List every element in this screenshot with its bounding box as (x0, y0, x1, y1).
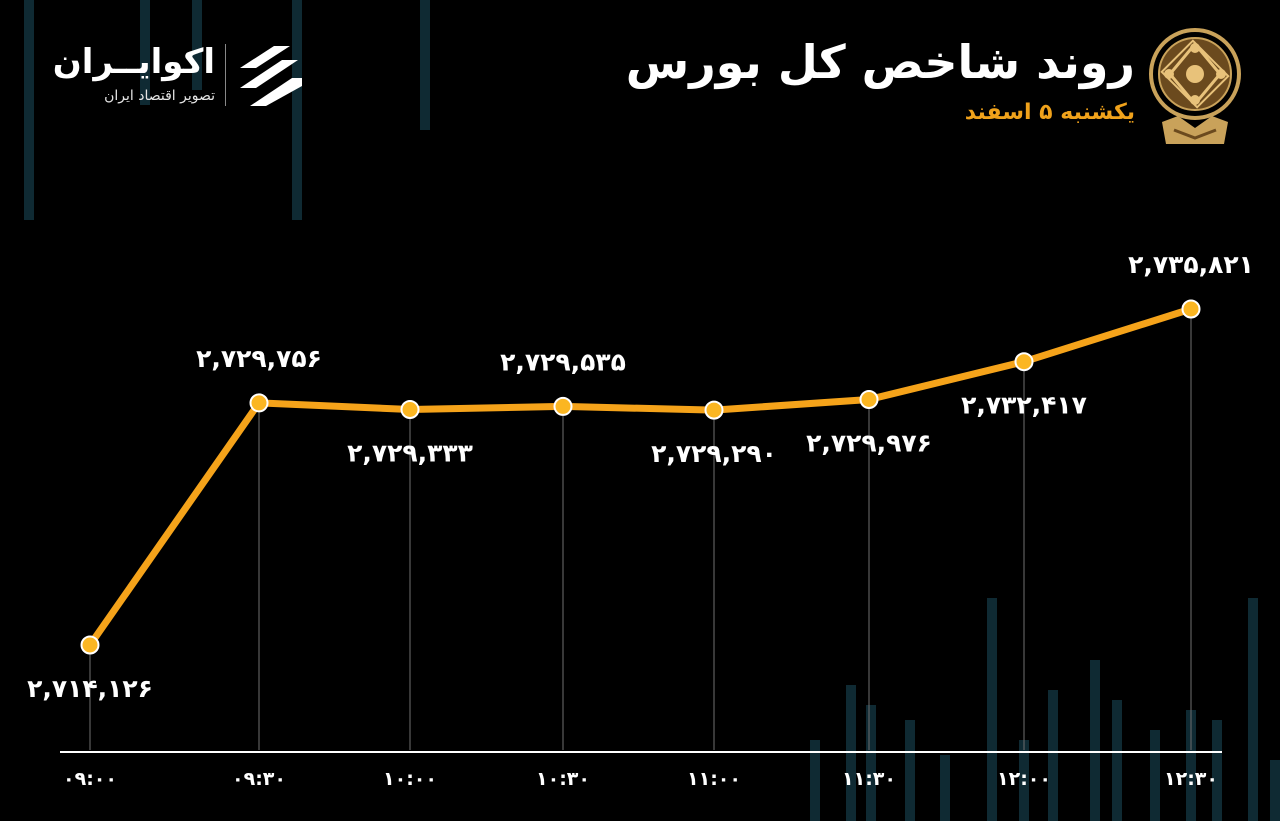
data-point (553, 396, 573, 416)
brand-divider (225, 44, 226, 106)
data-point (400, 400, 420, 419)
data-point (249, 393, 269, 413)
background-candle (292, 0, 302, 220)
brand-tagline: تصویر اقتصاد ایران (104, 88, 215, 104)
data-label: ۲,۷۳۵,۸۲۱ (1128, 250, 1254, 279)
stock-exchange-emblem-icon (1149, 28, 1241, 144)
x-tick-label: ۰۹:۰۰ (63, 768, 117, 790)
x-tick-label: ۱۱:۳۰ (842, 768, 896, 790)
background-candle (1150, 730, 1160, 821)
background-candles (24, 0, 1280, 821)
drop-lines (89, 309, 1192, 750)
ecoiran-logo-icon (240, 46, 302, 106)
background-candle (866, 705, 876, 821)
x-axis-tick-labels: ۰۹:۰۰ ۰۹:۳۰ ۱۰:۰۰ ۱۰:۳۰ ۱۱:۰۰ ۱۱:۳۰ ۱۲:۰۰ ۱۲:۳۰ (63, 768, 1218, 790)
series-line (86, 305, 1195, 649)
x-tick-label: ۱۰:۳۰ (536, 768, 590, 790)
data-label: ۲,۷۲۹,۳۳۳ (347, 439, 473, 468)
data-label: ۲,۷۳۲,۴۱۷ (961, 391, 1087, 420)
data-point (859, 390, 879, 409)
background-candle (140, 0, 150, 105)
chart-date: یکشنبه ۵ اسفند (964, 100, 1135, 125)
background-candle (1186, 710, 1196, 821)
background-candle (1019, 740, 1029, 821)
data-points (80, 299, 1201, 655)
data-label: ۲,۷۲۹,۲۹۰ (651, 439, 777, 468)
data-label: ۲,۷۱۴,۱۲۶ (27, 674, 153, 703)
data-label: ۲,۷۲۹,۵۳۵ (500, 347, 626, 376)
background-candle (1212, 720, 1222, 821)
x-tick-label: ۱۲:۳۰ (1164, 768, 1218, 790)
data-labels: ۲,۷۱۴,۱۲۶ ۲,۷۲۹,۷۵۶ ۲,۷۲۹,۳۳۳ ۲,۷۲۹,۵۳۵ ۲,۷۲… (27, 250, 1254, 703)
brand-name: اکوایــران (52, 42, 215, 82)
title-block: روند شاخص کل بورس یکشنبه ۵ اسفند (575, 30, 1135, 130)
background-candle (1090, 660, 1100, 821)
data-point (1014, 352, 1034, 372)
background-candle (1048, 690, 1058, 821)
background-candle (810, 740, 820, 821)
background-candle (1248, 598, 1258, 821)
brand-block: اکوایــران تصویر اقتصاد ایران (50, 38, 310, 118)
x-tick-label: ۱۲:۰۰ (997, 768, 1051, 790)
data-label: ۲,۷۲۹,۷۵۶ (196, 344, 322, 373)
x-tick-label: ۱۱:۰۰ (687, 768, 741, 790)
background-candle (940, 755, 950, 821)
chart-title: روند شاخص کل بورس (625, 35, 1135, 89)
background-candle (24, 0, 34, 220)
x-tick-label: ۰۹:۳۰ (232, 768, 286, 790)
background-candle (987, 598, 997, 821)
background-candle (905, 720, 915, 821)
background-candle (1270, 760, 1280, 821)
background-candle (192, 0, 202, 90)
background-candle (420, 0, 430, 130)
data-point (704, 400, 724, 420)
data-point (80, 635, 100, 655)
background-candle (1112, 700, 1122, 821)
x-tick-label: ۱۰:۰۰ (383, 768, 437, 790)
data-point (1181, 299, 1201, 319)
data-label: ۲,۷۲۹,۹۷۶ (806, 429, 932, 458)
